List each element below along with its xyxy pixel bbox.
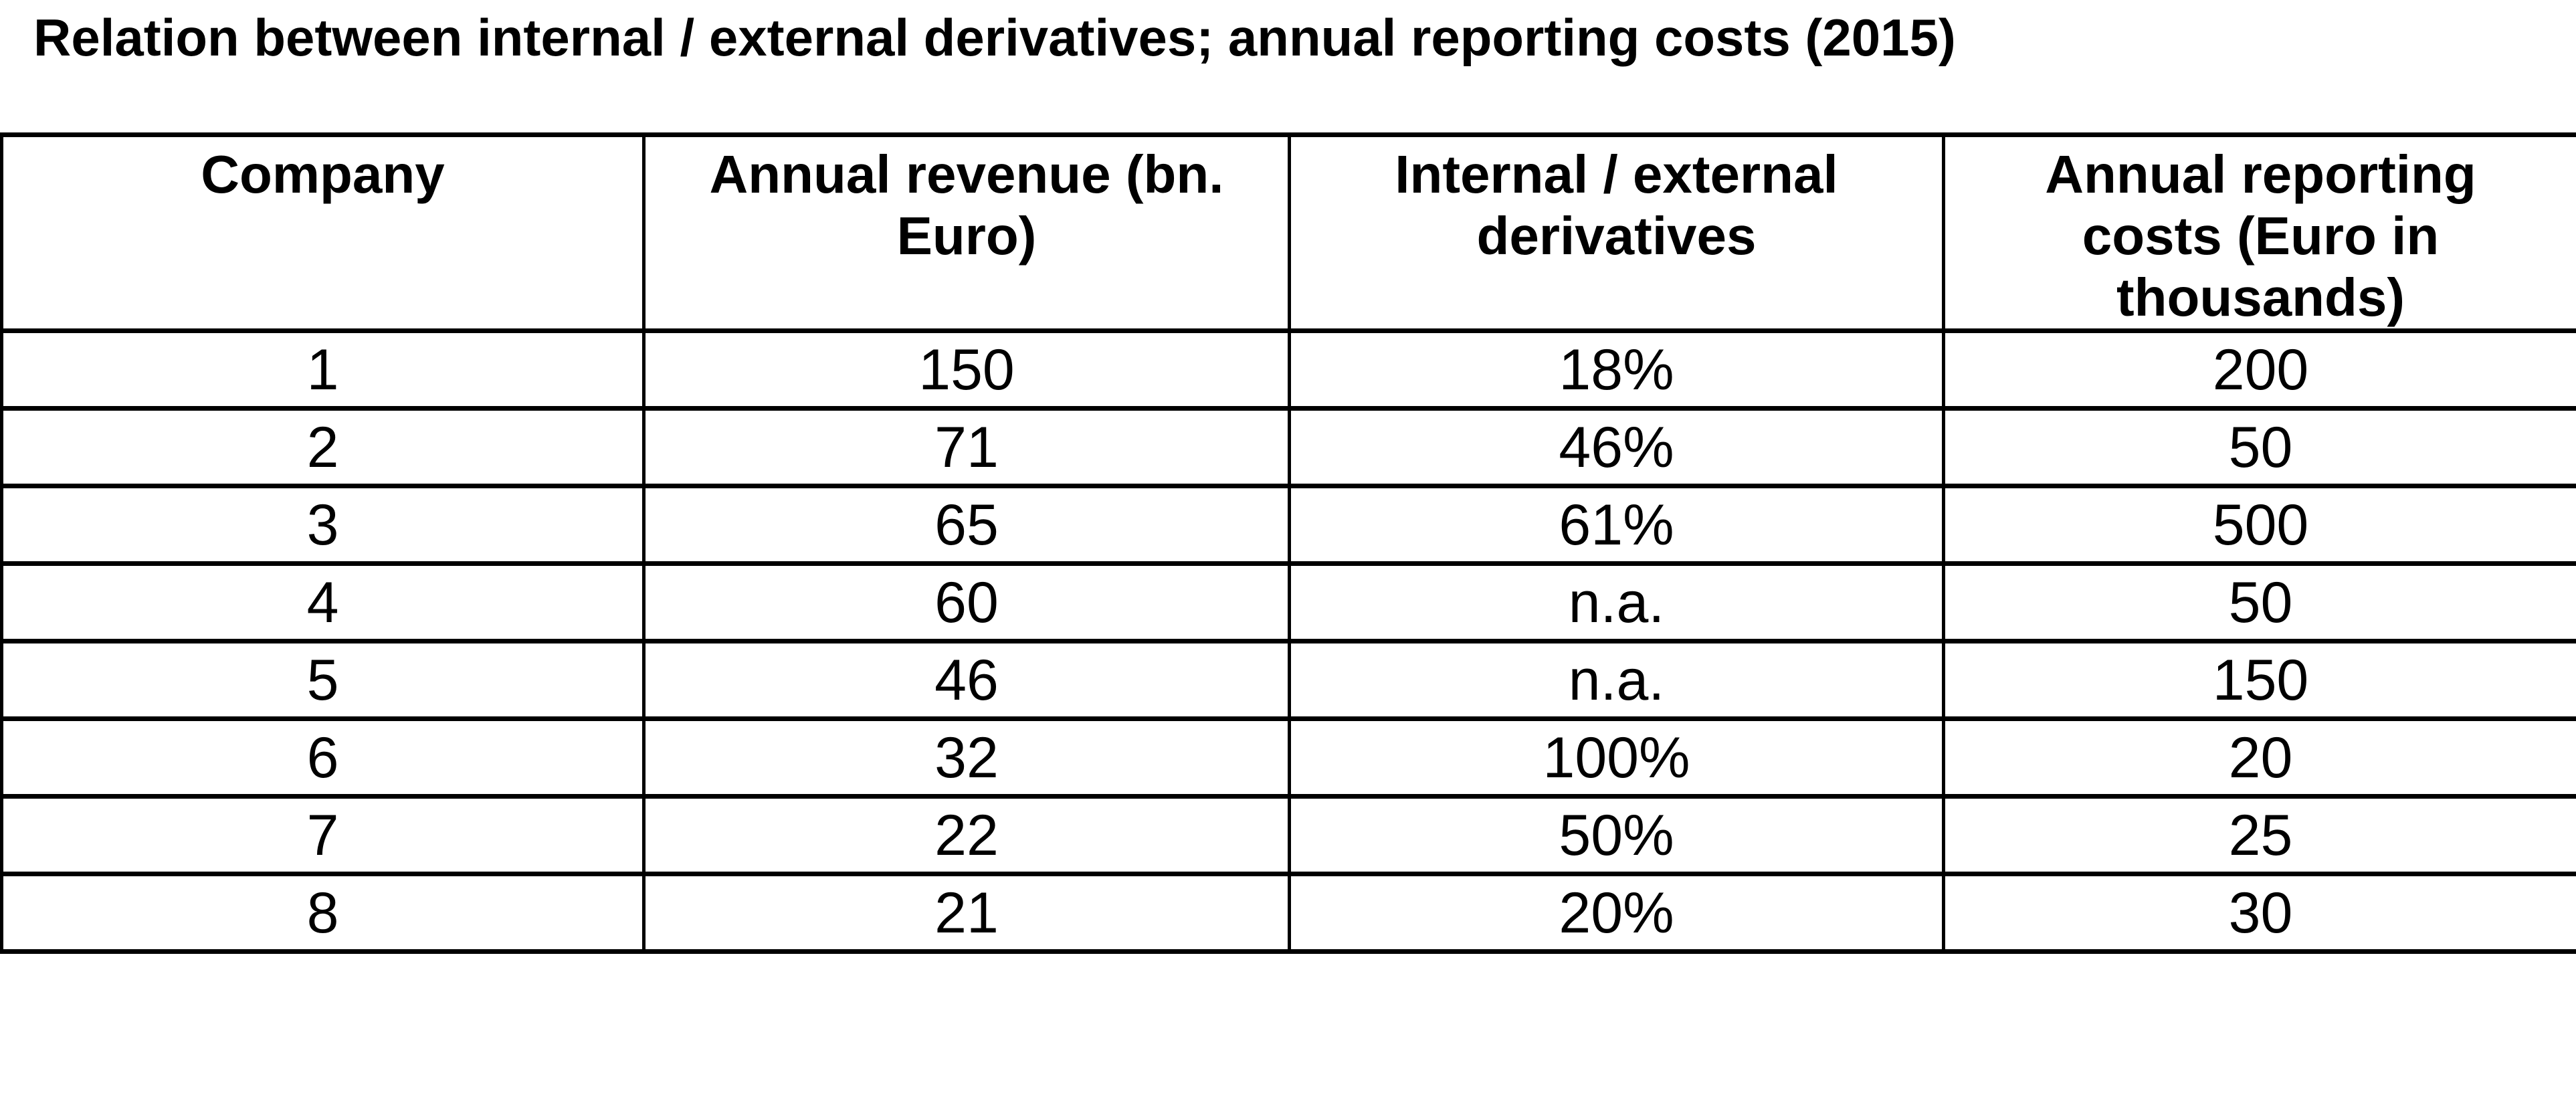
header-cell-annual-revenue: Annual revenue (bn. Euro): [646, 137, 1291, 328]
table-row: 8 21 20% 30: [3, 876, 2576, 954]
table-row: 6 32 100% 20: [3, 721, 2576, 799]
header-cell-annual-reporting-costs: Annual reporting costs (Euro in thousand…: [2045, 144, 2476, 327]
page-title: Relation between internal / external der…: [33, 8, 1956, 67]
table-cell-revenue: 150: [646, 333, 1291, 406]
table-cell-company: 2: [3, 411, 646, 484]
table-row: 7 22 50% 25: [3, 799, 2576, 876]
header-cell-company: Company: [3, 137, 646, 328]
table-cell-revenue: 46: [646, 643, 1291, 716]
table-cell-derivatives: 18%: [1291, 333, 1945, 406]
table-cell-company: 7: [3, 799, 646, 872]
table-row: 4 60 n.a. 50: [3, 566, 2576, 643]
table-cell-revenue: 22: [646, 799, 1291, 872]
table-cell-derivatives: n.a.: [1291, 566, 1945, 639]
table-header-row: Company Annual revenue (bn. Euro) Intern…: [3, 137, 2576, 333]
header-cell-internal-external-derivatives: Internal / external derivatives: [1291, 137, 1945, 328]
data-table: Company Annual revenue (bn. Euro) Intern…: [0, 132, 2576, 954]
table-cell-revenue: 32: [646, 721, 1291, 794]
table-row: 2 71 46% 50: [3, 411, 2576, 488]
table-cell-reporting-costs: 50: [2228, 415, 2293, 480]
table-cell-company: 5: [3, 643, 646, 716]
table-cell-reporting-costs: 150: [2212, 648, 2309, 712]
table-row: 3 65 61% 500: [3, 488, 2576, 566]
table-cell-reporting-costs: 30: [2228, 880, 2293, 945]
table-row: 1 150 18% 200: [3, 333, 2576, 411]
table-cell-company: 6: [3, 721, 646, 794]
table-cell-reporting-costs: 500: [2212, 492, 2309, 557]
table-cell-reporting-costs: 200: [2212, 337, 2309, 402]
table-cell-reporting-costs: 20: [2228, 725, 2293, 790]
table-cell-company: 1: [3, 333, 646, 406]
table-cell-revenue: 60: [646, 566, 1291, 639]
table-cell-derivatives: 61%: [1291, 488, 1945, 561]
table-cell-derivatives: 20%: [1291, 876, 1945, 949]
table-cell-reporting-costs: 25: [2228, 803, 2293, 868]
table-cell-revenue: 65: [646, 488, 1291, 561]
table-cell-derivatives: 50%: [1291, 799, 1945, 872]
table-cell-company: 4: [3, 566, 646, 639]
table-cell-derivatives: 46%: [1291, 411, 1945, 484]
table-cell-company: 8: [3, 876, 646, 949]
table-cell-derivatives: n.a.: [1291, 643, 1945, 716]
table-cell-revenue: 21: [646, 876, 1291, 949]
table-cell-company: 3: [3, 488, 646, 561]
table-cell-reporting-costs: 50: [2228, 570, 2293, 635]
table-row: 5 46 n.a. 150: [3, 643, 2576, 721]
table-cell-revenue: 71: [646, 411, 1291, 484]
table-cell-derivatives: 100%: [1291, 721, 1945, 794]
